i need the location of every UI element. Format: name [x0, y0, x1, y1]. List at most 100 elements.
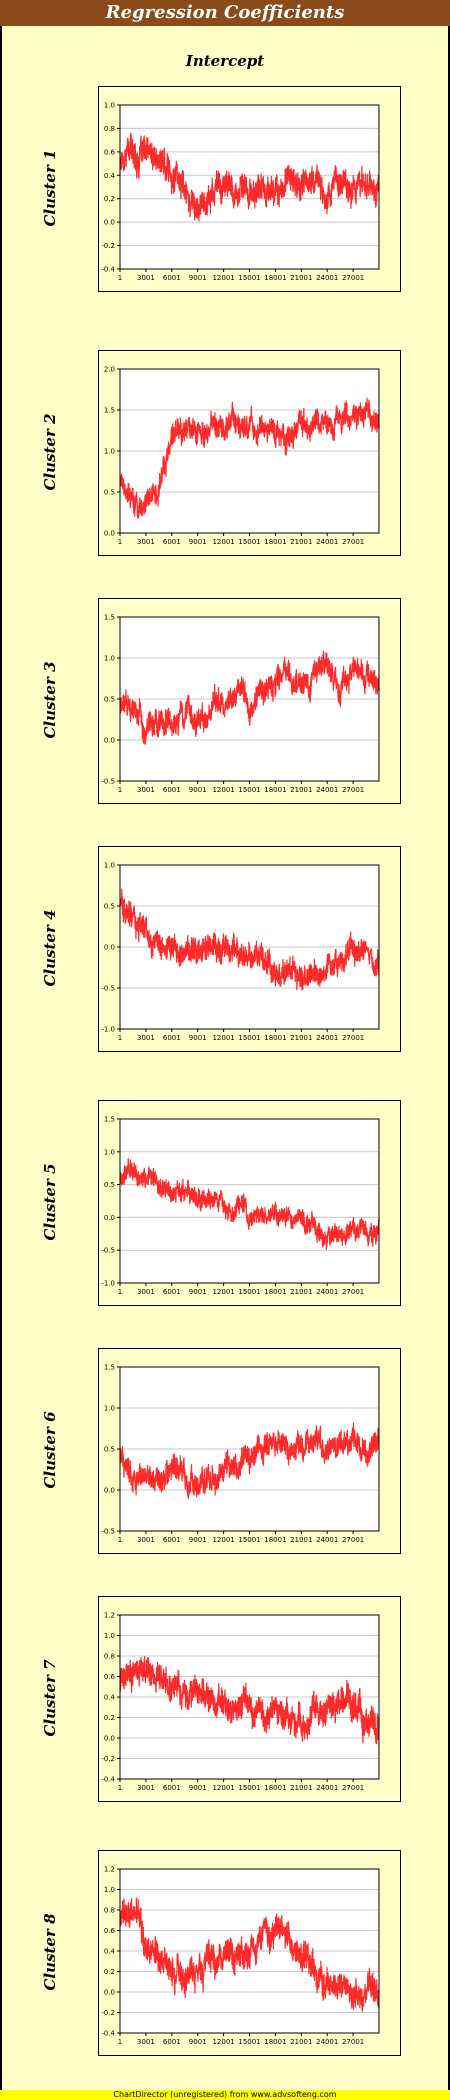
x-tick-label: 3001 [137, 1288, 155, 1296]
y-tick-label: -0.2 [101, 1755, 115, 1763]
x-tick-label: 24001 [316, 1288, 338, 1296]
y-tick-label: -0.5 [101, 778, 115, 786]
y-tick-label: -0.4 [101, 266, 115, 274]
plot-border [119, 368, 380, 534]
y-tick-label: 0.0 [104, 1735, 115, 1743]
plot-border [119, 864, 380, 1030]
x-tick-label: 24001 [316, 1784, 338, 1792]
y-tick-label: 0.8 [104, 1653, 115, 1661]
y-tick-label: 0.6 [104, 1673, 116, 1681]
cluster-label-text: Cluster 1 [41, 149, 59, 227]
x-tick-label: 21001 [290, 1288, 312, 1296]
x-tick-label: 3001 [137, 274, 155, 282]
x-tick-label: 15001 [238, 1288, 260, 1296]
x-tick-label: 6001 [163, 274, 181, 282]
series-line [120, 132, 379, 222]
x-tick-label: 18001 [264, 2038, 286, 2046]
x-tick-label: 9001 [189, 1034, 207, 1042]
chart-panel: -0.4 -0.2 0.0 0.2 0.4 0.6 0.8 1.0 1.2 1 3001 6001 90… [98, 1850, 401, 2056]
x-tick-label: 21001 [290, 1034, 312, 1042]
y-tick-label: 1.0 [104, 1148, 115, 1156]
x-tick-label: 18001 [264, 1784, 286, 1792]
footer-credit: ChartDirector (unregistered) from www.ad… [0, 2090, 450, 2100]
series-line [120, 888, 379, 991]
x-tick-label: 9001 [189, 2038, 207, 2046]
x-tick-label: 6001 [163, 538, 181, 546]
x-tick-label: 21001 [290, 1784, 312, 1792]
x-tick-label: 12001 [212, 786, 234, 794]
y-tick-label: 1.0 [104, 862, 115, 870]
y-tick-label: 0.0 [104, 530, 115, 538]
x-tick-label: 9001 [189, 786, 207, 794]
x-tick-label: 3001 [137, 1536, 155, 1544]
plot-border [119, 1366, 380, 1532]
y-tick-label: 0.5 [104, 1181, 115, 1189]
chart-svg: -0.5 0.0 0.5 1.0 1.5 1 3001 6001 9001 12001 15001 1… [101, 1364, 380, 1544]
y-tick-label: 1.0 [104, 1886, 115, 1894]
y-tick-label: 2.0 [104, 366, 115, 374]
x-tick-label: 18001 [264, 1288, 286, 1296]
x-tick-label: 6001 [163, 786, 181, 794]
chart-panel: -1.0 -0.5 0.0 0.5 1.0 1 3001 6001 9001 12001 15001… [98, 846, 401, 1052]
x-tick-label: 15001 [238, 538, 260, 546]
y-tick-label: 1.0 [104, 448, 115, 456]
x-tick-label: 21001 [290, 2038, 312, 2046]
y-tick-label: -0.2 [101, 242, 115, 250]
frame-right-border [448, 0, 450, 2100]
chart-svg: -0.5 0.0 0.5 1.0 1.5 1 3001 6001 9001 12001 15001 1… [101, 614, 380, 794]
series-line [120, 1897, 379, 2012]
y-tick-label: 1.2 [104, 1612, 115, 1620]
cluster-label-text: Cluster 2 [41, 413, 59, 491]
x-tick-label: 15001 [238, 2038, 260, 2046]
y-tick-label: 1.0 [104, 1632, 115, 1640]
frame-left-border [0, 0, 2, 2100]
x-tick-label: 21001 [290, 1536, 312, 1544]
x-tick-label: 27001 [342, 1034, 364, 1042]
x-tick-label: 12001 [212, 1288, 234, 1296]
y-tick-label: -0.5 [101, 1247, 115, 1255]
chart-panel: -0.5 0.0 0.5 1.0 1.5 1 3001 6001 9001 12001 15001 1… [98, 598, 401, 804]
x-tick-label: 1 [118, 1288, 122, 1296]
cluster-label-text: Cluster 8 [41, 1913, 59, 1991]
plot-border [119, 104, 380, 270]
y-tick-label: 0.0 [104, 1487, 115, 1495]
cluster-label-text: Cluster 7 [41, 1659, 59, 1737]
x-tick-label: 24001 [316, 2038, 338, 2046]
x-tick-label: 6001 [163, 1034, 181, 1042]
x-tick-label: 1 [118, 274, 122, 282]
plot-border [119, 1868, 380, 2034]
x-tick-label: 21001 [290, 538, 312, 546]
y-tick-label: -0.5 [101, 985, 115, 993]
plot-border [119, 1118, 380, 1284]
x-tick-label: 18001 [264, 1536, 286, 1544]
x-tick-label: 1 [118, 1784, 122, 1792]
y-tick-label: -0.2 [101, 2009, 115, 2017]
series-line [120, 397, 379, 520]
y-tick-label: 1.5 [104, 614, 115, 622]
x-tick-label: 24001 [316, 1034, 338, 1042]
x-tick-label: 15001 [238, 274, 260, 282]
x-tick-label: 6001 [163, 1288, 181, 1296]
chart-svg: -0.4 -0.2 0.0 0.2 0.4 0.6 0.8 1.0 1.2 1 3001 6001 90… [101, 1866, 380, 2046]
x-tick-label: 3001 [137, 2038, 155, 2046]
chart-svg: -0.4 -0.2 0.0 0.2 0.4 0.6 0.8 1.0 1.2 1 3001 6001 90… [101, 1612, 380, 1792]
x-tick-label: 24001 [316, 538, 338, 546]
y-tick-label: 1.5 [104, 1116, 115, 1124]
x-tick-label: 18001 [264, 1034, 286, 1042]
x-tick-label: 6001 [163, 1536, 181, 1544]
y-tick-label: 1.0 [104, 655, 115, 663]
x-tick-label: 27001 [342, 274, 364, 282]
x-tick-label: 3001 [137, 1034, 155, 1042]
y-tick-label: -1.0 [101, 1026, 115, 1034]
chart-panel: -1.0 -0.5 0.0 0.5 1.0 1.5 1 3001 6001 9001 12001 15… [98, 1100, 401, 1306]
chart-panel: 0.0 0.5 1.0 1.5 2.0 1 3001 6001 9001 12001 15001 18… [98, 350, 401, 556]
y-tick-label: 0.8 [104, 125, 115, 133]
chart-panel: -0.4 -0.2 0.0 0.2 0.4 0.6 0.8 1.0 1 3001 6001 9001 1… [98, 86, 401, 292]
plot-border [119, 616, 380, 782]
x-tick-label: 27001 [342, 1536, 364, 1544]
chart-svg: 0.0 0.5 1.0 1.5 2.0 1 3001 6001 9001 12001 15001 18… [104, 366, 380, 546]
x-tick-label: 9001 [189, 1536, 207, 1544]
x-tick-label: 3001 [137, 538, 155, 546]
x-tick-label: 9001 [189, 274, 207, 282]
y-tick-label: 0.5 [104, 696, 115, 704]
